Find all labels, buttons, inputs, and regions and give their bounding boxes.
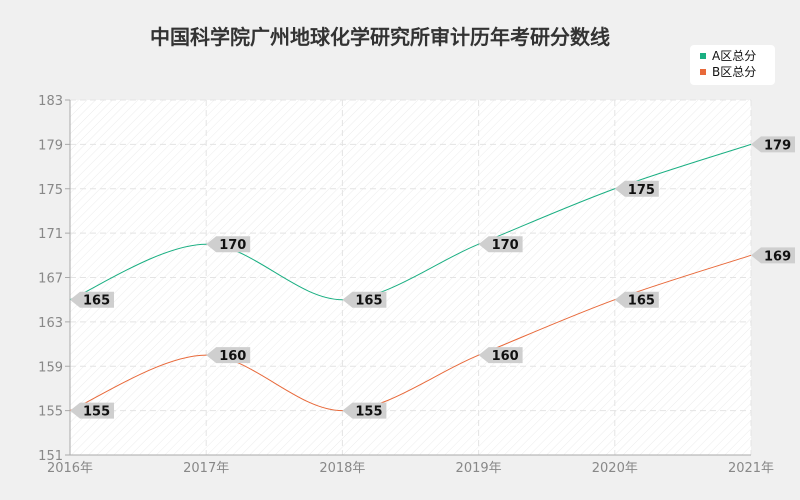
- data-label: 160: [206, 347, 251, 364]
- legend: [690, 45, 775, 85]
- y-tick-label: 167: [38, 272, 63, 287]
- y-tick-label: 155: [38, 405, 63, 420]
- svg-text:175: 175: [628, 183, 655, 198]
- y-tick-label: 171: [38, 227, 63, 242]
- data-label: 179: [751, 136, 795, 153]
- y-tick-label: 175: [38, 183, 63, 198]
- y-tick-label: 151: [38, 449, 63, 464]
- svg-text:160: 160: [492, 349, 519, 364]
- svg-text:155: 155: [355, 405, 382, 420]
- svg-text:B区总分: B区总分: [712, 65, 756, 79]
- data-label: 155: [70, 402, 114, 420]
- data-label: 175: [614, 180, 659, 198]
- y-tick-label: 183: [38, 94, 63, 109]
- chart-title: 中国科学院广州地球化学研究所审计历年考研分数线: [150, 25, 610, 49]
- x-tick-label: 2019年: [456, 461, 502, 476]
- svg-text:165: 165: [355, 294, 382, 309]
- x-tick-label: 2017年: [183, 461, 229, 476]
- data-label: 155: [342, 402, 387, 420]
- x-tick-label: 2016年: [47, 461, 93, 476]
- data-label: 170: [206, 236, 251, 253]
- x-tick-label: 2021年: [728, 461, 774, 476]
- svg-text:170: 170: [219, 238, 246, 253]
- data-label: 165: [70, 291, 114, 309]
- svg-text:A区总分: A区总分: [712, 49, 756, 63]
- data-label: 165: [342, 291, 387, 309]
- legend-item-0[interactable]: A区总分: [690, 45, 775, 85]
- x-tick-label: 2018年: [319, 461, 365, 476]
- data-label: 170: [478, 236, 523, 253]
- svg-text:155: 155: [83, 405, 110, 420]
- x-tick-label: 2020年: [592, 461, 638, 476]
- y-tick-label: 159: [38, 360, 63, 375]
- data-label: 160: [478, 347, 523, 364]
- data-label: 169: [751, 247, 795, 264]
- svg-text:179: 179: [764, 138, 791, 153]
- svg-text:170: 170: [492, 238, 519, 253]
- svg-text:160: 160: [219, 349, 246, 364]
- svg-text:169: 169: [764, 249, 791, 264]
- y-tick-label: 179: [38, 138, 63, 153]
- data-label: 165: [614, 291, 659, 309]
- svg-text:165: 165: [83, 294, 110, 309]
- legend-item-1[interactable]: B区总分: [700, 65, 756, 79]
- y-tick-label: 163: [38, 316, 63, 331]
- svg-text:165: 165: [628, 294, 655, 309]
